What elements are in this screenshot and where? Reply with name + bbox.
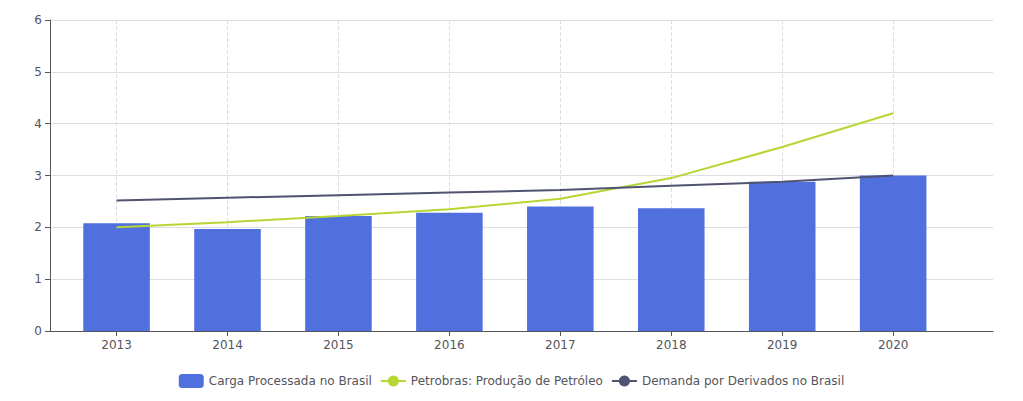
svg-text:2013: 2013 bbox=[101, 338, 132, 352]
svg-text:2015: 2015 bbox=[323, 338, 354, 352]
svg-text:5: 5 bbox=[34, 65, 42, 79]
svg-text:Carga Processada no Brasil: Carga Processada no Brasil bbox=[209, 374, 372, 388]
svg-text:Petrobras: Produção de Petróle: Petrobras: Produção de Petróleo bbox=[411, 374, 603, 388]
svg-text:2014: 2014 bbox=[212, 338, 243, 352]
svg-text:1: 1 bbox=[34, 272, 42, 286]
svg-text:0: 0 bbox=[34, 324, 42, 338]
svg-text:2017: 2017 bbox=[545, 338, 576, 352]
svg-text:4: 4 bbox=[34, 117, 42, 131]
svg-text:2016: 2016 bbox=[434, 338, 465, 352]
svg-text:6: 6 bbox=[34, 13, 42, 27]
svg-text:2019: 2019 bbox=[767, 338, 798, 352]
svg-text:2018: 2018 bbox=[656, 338, 687, 352]
svg-text:2: 2 bbox=[34, 220, 42, 234]
svg-text:3: 3 bbox=[34, 169, 42, 183]
svg-text:Demanda por Derivados no Brasi: Demanda por Derivados no Brasil bbox=[642, 374, 844, 388]
svg-text:2020: 2020 bbox=[878, 338, 909, 352]
